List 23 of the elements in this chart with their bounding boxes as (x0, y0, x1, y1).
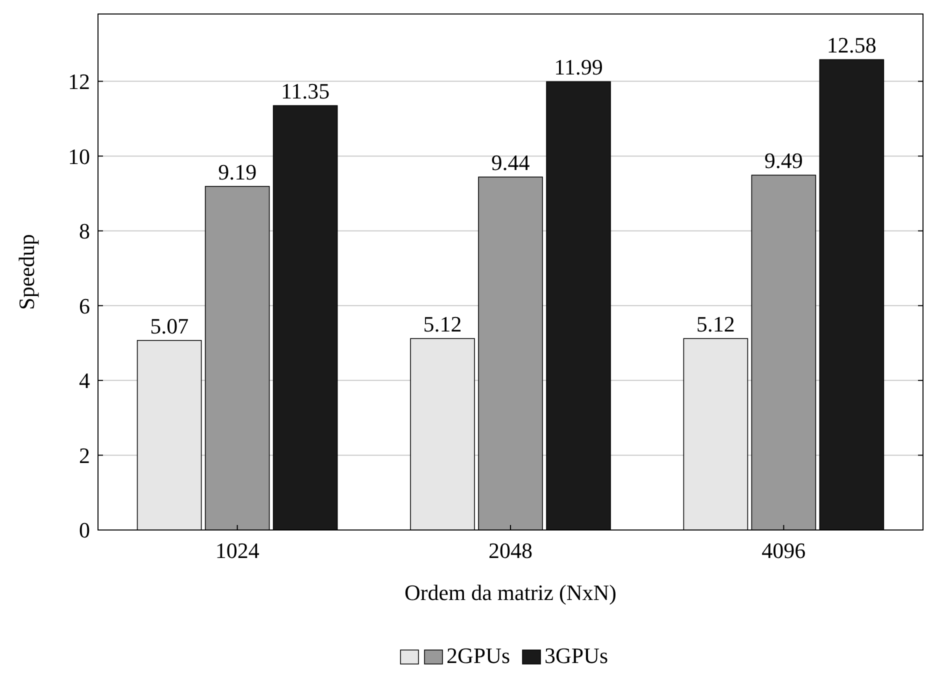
data-label: 9.49 (764, 148, 803, 174)
data-label: 5.12 (696, 312, 735, 337)
data-label: 5.12 (423, 312, 462, 337)
x-axis-title: Ordem da matriz (NxN) (404, 580, 616, 605)
legend-label: 3GPUs (544, 643, 608, 668)
legend-label: 2GPUs (446, 643, 510, 668)
y-tick-label: 0 (79, 518, 90, 543)
y-tick-label: 8 (79, 218, 90, 244)
x-tick-label: 1024 (215, 538, 260, 563)
y-tick-label: 10 (68, 144, 90, 169)
y-tick-label: 2 (79, 442, 90, 468)
data-label: 12.58 (826, 32, 876, 58)
data-label: 11.35 (280, 78, 330, 104)
x-tick-label: 2048 (488, 538, 532, 563)
data-label: 11.99 (554, 54, 603, 80)
data-label: 9.19 (218, 159, 257, 184)
y-tick-label: 4 (79, 368, 90, 394)
data-label: 5.07 (150, 313, 189, 338)
y-tick-label: 6 (79, 293, 90, 318)
x-tick-label: 4096 (762, 538, 806, 563)
y-axis-title: Speedup (14, 234, 39, 310)
data-label: 9.44 (491, 150, 530, 176)
y-tick-label: 12 (68, 69, 90, 94)
